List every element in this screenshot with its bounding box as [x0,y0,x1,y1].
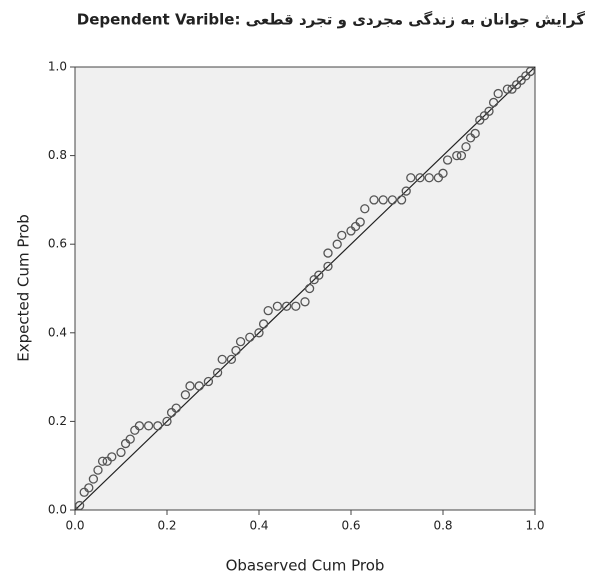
x-axis-label: Obaserved Cum Prob [226,557,385,575]
y-tick-label: 0.2 [48,414,67,428]
x-tick-label: 0.2 [157,519,176,533]
y-tick-label: 0.4 [48,325,67,339]
x-tick-label: 0.6 [341,519,360,533]
x-tick-label: 0.4 [249,519,268,533]
x-tick-label: 1.0 [525,519,544,533]
y-tick-label: 0.6 [48,237,67,251]
y-tick-label: 1.0 [48,60,67,74]
x-tick-label: 0.0 [65,519,84,533]
y-tick-label: 0.8 [48,148,67,162]
x-tick-label: 0.8 [433,519,452,533]
y-tick-label: 0.0 [48,503,67,517]
chart: Dependent Varible: گرایش جوانان به زندگی… [0,0,593,583]
chart-title: Dependent Varible: گرایش جوانان به زندگی… [77,11,586,29]
y-axis-label: Expected Cum Prob [15,214,33,361]
